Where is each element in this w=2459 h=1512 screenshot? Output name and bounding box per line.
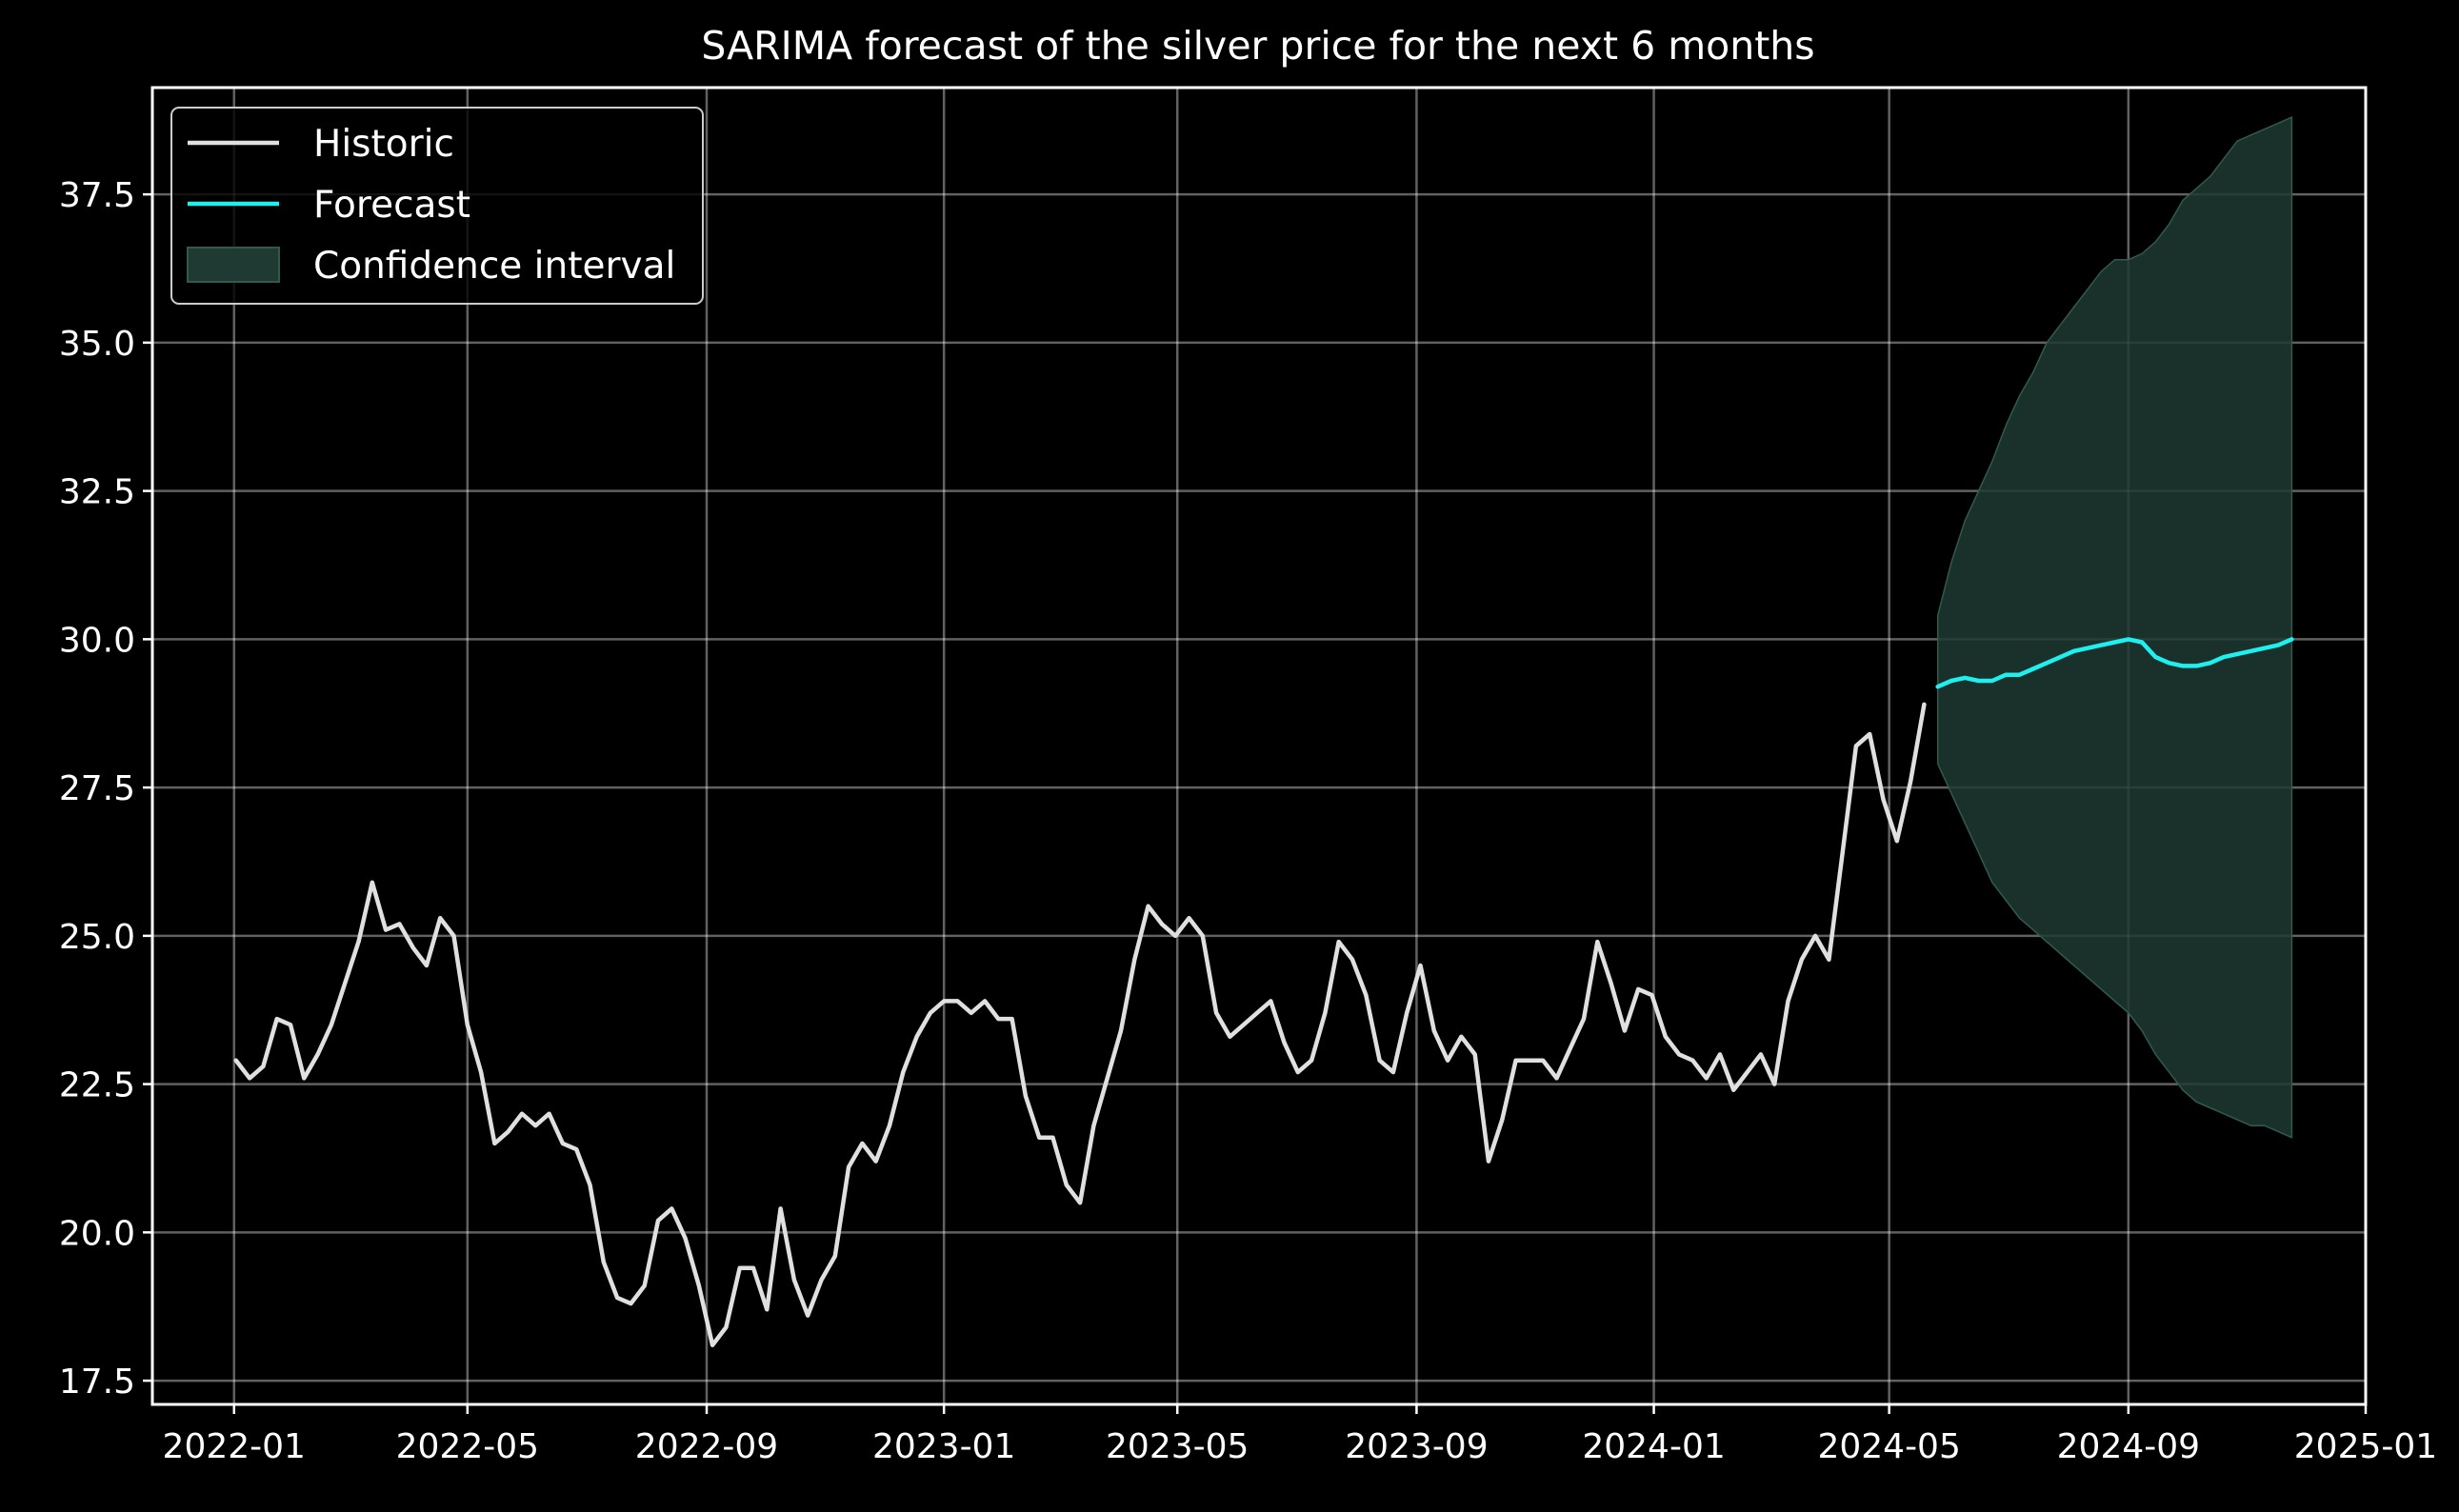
confidence-interval-band (1936, 115, 2293, 1139)
x-tick-label: 2022-01 (163, 1427, 306, 1466)
y-tick-label: 25.0 (59, 918, 135, 957)
y-tick-label: 30.0 (59, 621, 135, 660)
x-tick-label: 2024-05 (1817, 1427, 1960, 1466)
y-tick-label: 32.5 (59, 473, 135, 512)
legend-swatch-confidence-interval (187, 247, 280, 283)
historic-series-line (233, 702, 1927, 1347)
x-axis: 2022-01 2022-05 2022-09 2023-01 2023-05 2023-… (163, 1404, 2437, 1466)
legend-label-forecast: Forecast (313, 184, 470, 227)
legend-label-confidence-interval: Confidence interval (313, 245, 675, 288)
x-tick-label: 2022-09 (635, 1427, 778, 1466)
x-tick-label: 2023-01 (872, 1427, 1015, 1466)
forecast-series-line (1935, 637, 2294, 689)
y-tick-label: 22.5 (59, 1066, 135, 1105)
confidence-band-layer (1936, 115, 2293, 1139)
chart-title: SARIMA forecast of the silver price for … (701, 23, 1814, 69)
y-axis: 17.5 20.0 22.5 25.0 27.5 30.0 32.5 35.0 37.5 (59, 176, 152, 1402)
y-tick-label: 27.5 (59, 769, 135, 808)
y-tick-label: 20.0 (59, 1214, 135, 1253)
y-tick-label: 35.0 (59, 325, 135, 364)
y-tick-label: 37.5 (59, 176, 135, 215)
x-tick-label: 2023-05 (1106, 1427, 1249, 1466)
x-tick-label: 2025-01 (2294, 1427, 2437, 1466)
x-tick-label: 2022-05 (396, 1427, 539, 1466)
x-tick-label: 2023-09 (1345, 1427, 1488, 1466)
legend-label-historic: Historic (313, 123, 454, 166)
x-tick-label: 2024-09 (2057, 1427, 2200, 1466)
y-tick-label: 17.5 (59, 1363, 135, 1402)
series-lines (233, 637, 2294, 1347)
legend-box (170, 107, 704, 305)
plot-frame (150, 86, 2368, 1406)
legend: Historic Forecast Confidence interval (170, 107, 704, 305)
x-tick-label: 2024-01 (1582, 1427, 1725, 1466)
